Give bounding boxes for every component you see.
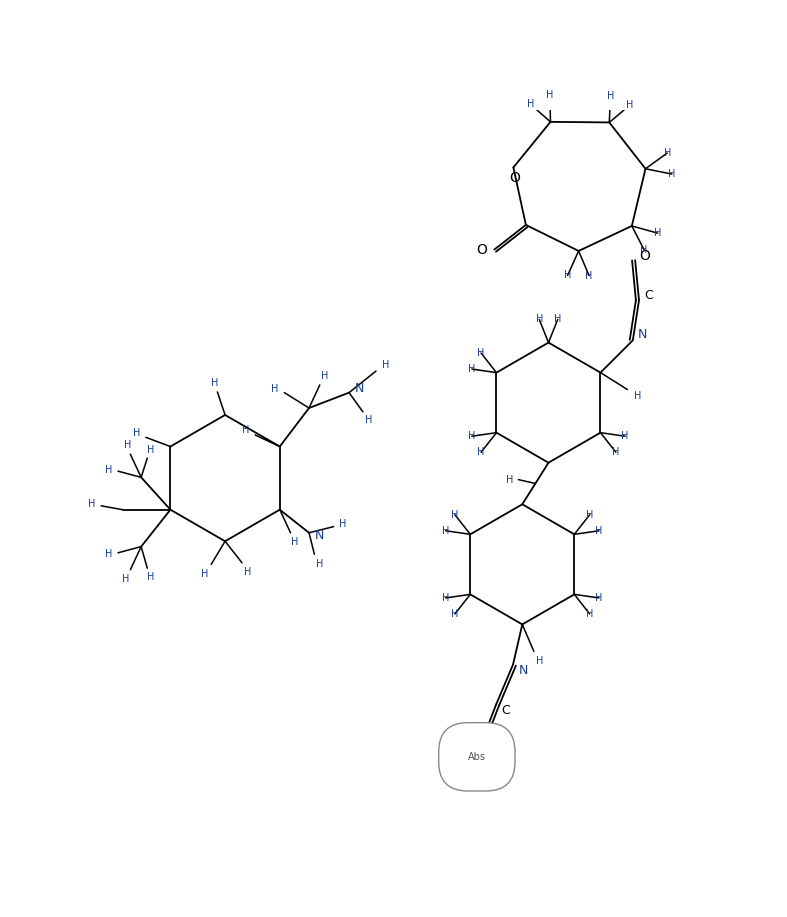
- Text: H: H: [271, 384, 278, 393]
- Text: H: H: [105, 465, 113, 475]
- Text: H: H: [641, 245, 648, 255]
- Text: N: N: [637, 327, 647, 340]
- Text: H: H: [451, 609, 459, 619]
- Text: H: H: [612, 447, 619, 458]
- Text: H: H: [595, 525, 603, 536]
- Text: H: H: [133, 427, 140, 437]
- Text: H: H: [442, 593, 449, 602]
- Text: H: H: [88, 499, 95, 509]
- Text: H: H: [595, 593, 603, 602]
- Text: H: H: [586, 510, 593, 520]
- Text: C: C: [501, 704, 510, 717]
- Text: H: H: [527, 99, 534, 109]
- Text: H: H: [505, 475, 513, 485]
- Text: H: H: [146, 445, 154, 455]
- Text: N: N: [355, 381, 364, 394]
- Text: H: H: [242, 425, 249, 435]
- Text: H: H: [321, 370, 328, 381]
- Text: Abs: Abs: [468, 752, 486, 762]
- Text: H: H: [622, 431, 629, 441]
- Text: H: H: [546, 90, 553, 100]
- Text: O: O: [509, 171, 520, 185]
- Text: H: H: [382, 359, 390, 370]
- Text: H: H: [626, 100, 634, 110]
- Text: H: H: [122, 574, 129, 584]
- Text: N: N: [519, 664, 529, 677]
- Text: H: H: [536, 315, 543, 325]
- Text: C: C: [644, 289, 652, 302]
- Text: H: H: [146, 572, 154, 582]
- Text: N: N: [315, 529, 324, 542]
- Text: H: H: [105, 549, 113, 559]
- Text: H: H: [468, 364, 475, 374]
- Text: H: H: [536, 657, 543, 667]
- Text: H: H: [586, 271, 593, 281]
- Text: H: H: [478, 447, 485, 458]
- Text: H: H: [663, 148, 671, 158]
- Text: H: H: [124, 440, 131, 450]
- Text: H: H: [201, 569, 209, 579]
- Text: H: H: [291, 537, 299, 547]
- Text: H: H: [468, 431, 475, 441]
- Text: O: O: [639, 249, 650, 262]
- Text: H: H: [564, 271, 571, 281]
- Text: H: H: [478, 348, 485, 358]
- Text: H: H: [442, 525, 449, 536]
- Text: H: H: [339, 518, 346, 528]
- Text: H: H: [654, 228, 661, 238]
- Text: H: H: [316, 558, 323, 569]
- Text: H: H: [554, 315, 561, 325]
- Text: H: H: [365, 415, 373, 425]
- Text: H: H: [668, 169, 675, 179]
- Text: H: H: [586, 609, 593, 619]
- Text: H: H: [634, 391, 641, 401]
- Text: H: H: [245, 567, 252, 577]
- Text: H: H: [607, 91, 614, 101]
- Text: O: O: [477, 243, 487, 257]
- Text: H: H: [211, 378, 218, 388]
- Text: H: H: [451, 510, 459, 520]
